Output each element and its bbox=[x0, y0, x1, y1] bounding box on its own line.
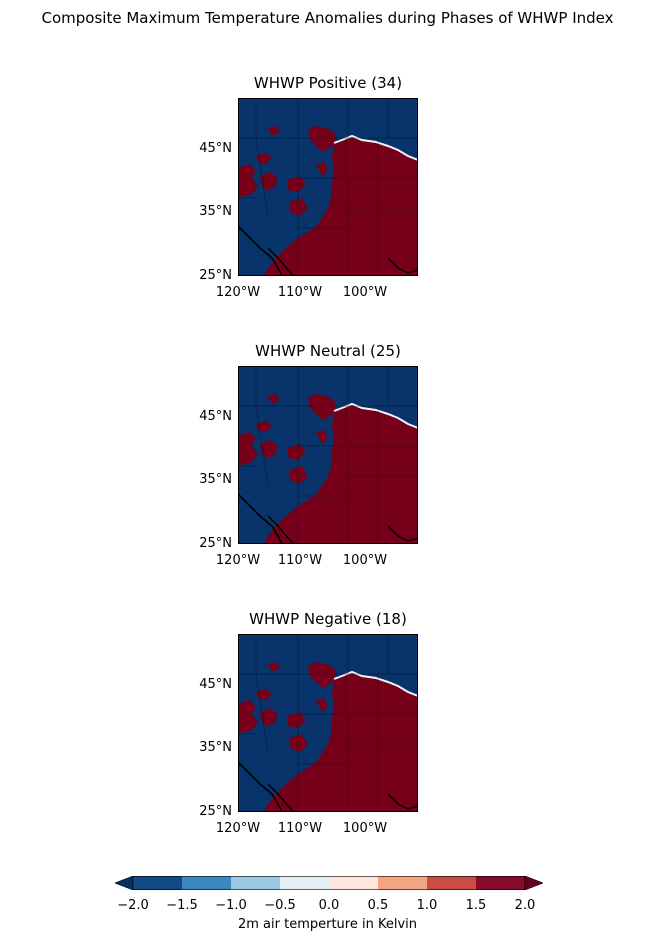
lat-tick-35: 35°N bbox=[199, 740, 232, 755]
lat-tick-25: 25°N bbox=[199, 268, 232, 283]
colorbar-tick-label: −1.0 bbox=[215, 898, 247, 913]
panel-title: WHWP Positive (34) bbox=[253, 74, 403, 92]
anomaly-map bbox=[238, 98, 418, 276]
colorbar-tick-label: −1.5 bbox=[166, 898, 198, 913]
colorbar-segment bbox=[427, 876, 477, 890]
lon-tick-110: 110°W bbox=[277, 285, 323, 300]
lon-tick-110: 110°W bbox=[277, 821, 323, 836]
colorbar-tick-label: 0.5 bbox=[367, 898, 389, 913]
anomaly-map bbox=[238, 366, 418, 544]
map-panel-negative: WHWP Negative (18) bbox=[238, 610, 418, 812]
colorbar-tick-label: −0.5 bbox=[264, 898, 296, 913]
map-panel-neutral: WHWP Neutral (25) bbox=[238, 342, 418, 544]
colorbar-tick-label: 1.5 bbox=[465, 898, 487, 913]
colorbar-tick-label: 2.0 bbox=[514, 898, 536, 913]
lat-tick-35: 35°N bbox=[199, 472, 232, 487]
lat-tick-25: 25°N bbox=[199, 536, 232, 551]
lat-tick-45: 45°N bbox=[199, 409, 232, 424]
colorbar-segment bbox=[133, 876, 183, 890]
colorbar-under-triangle bbox=[115, 876, 134, 890]
lon-tick-110: 110°W bbox=[277, 553, 323, 568]
lon-tick-100: 100°W bbox=[342, 553, 388, 568]
colorbar-tick-label: −2.0 bbox=[117, 898, 149, 913]
figure-title: Composite Maximum Temperature Anomalies … bbox=[41, 9, 614, 27]
lon-tick-120: 120°W bbox=[215, 285, 261, 300]
colorbar-tick-label: 1.0 bbox=[416, 898, 438, 913]
colorbar-segment bbox=[280, 876, 330, 890]
anomaly-map bbox=[238, 634, 418, 812]
lon-tick-100: 100°W bbox=[342, 821, 388, 836]
colorbar-segment bbox=[231, 876, 281, 890]
colorbar bbox=[115, 876, 543, 890]
map-panel-positive: WHWP Positive (34) bbox=[238, 74, 418, 276]
colorbar-tick-label: 0.0 bbox=[318, 898, 340, 913]
colorbar-segment bbox=[378, 876, 428, 890]
lat-tick-35: 35°N bbox=[199, 204, 232, 219]
lon-tick-120: 120°W bbox=[215, 821, 261, 836]
lon-tick-120: 120°W bbox=[215, 553, 261, 568]
colorbar-outline bbox=[132, 876, 526, 890]
lon-tick-100: 100°W bbox=[342, 285, 388, 300]
lat-tick-45: 45°N bbox=[199, 677, 232, 692]
colorbar-segment bbox=[329, 876, 379, 890]
panel-title: WHWP Negative (18) bbox=[249, 610, 407, 628]
colorbar-segment bbox=[182, 876, 232, 890]
lat-tick-45: 45°N bbox=[199, 141, 232, 156]
lat-tick-25: 25°N bbox=[199, 804, 232, 819]
panel-title: WHWP Neutral (25) bbox=[255, 342, 401, 360]
colorbar-segment bbox=[476, 876, 526, 890]
colorbar-over-triangle bbox=[524, 876, 543, 890]
colorbar-label: 2m air temperture in Kelvin bbox=[237, 917, 418, 932]
